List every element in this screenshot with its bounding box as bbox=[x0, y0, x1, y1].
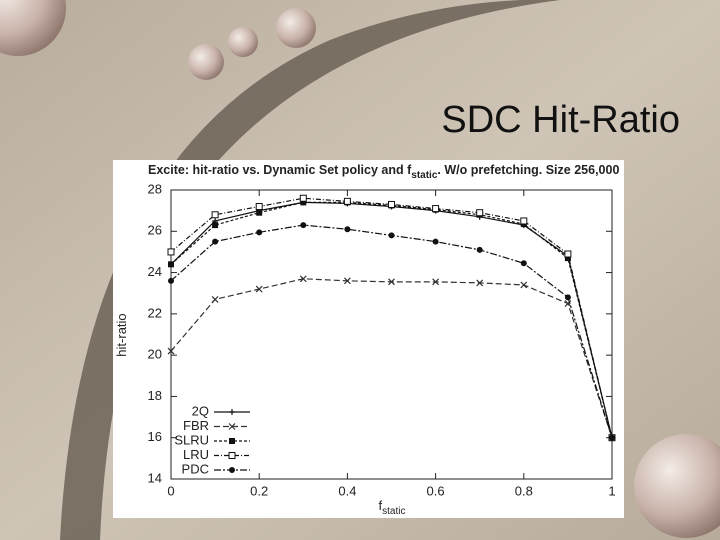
marker bbox=[476, 246, 483, 253]
y-tick-label: 26 bbox=[148, 223, 162, 238]
marker bbox=[299, 194, 307, 202]
chart-title-part: . W/o prefetching. Size 256,000 bbox=[437, 163, 619, 177]
marker bbox=[432, 278, 440, 286]
x-tick-label: 0.2 bbox=[250, 483, 268, 498]
slide-title: SDC Hit-Ratio bbox=[441, 99, 680, 141]
plot-frame bbox=[170, 189, 613, 480]
decorative-ball bbox=[0, 0, 66, 56]
marker bbox=[300, 222, 307, 229]
marker bbox=[343, 277, 351, 285]
series-line bbox=[170, 197, 613, 438]
marker bbox=[211, 295, 219, 303]
marker bbox=[300, 199, 307, 206]
marker bbox=[520, 281, 528, 289]
marker bbox=[520, 260, 527, 267]
legend-label: PDC bbox=[182, 461, 209, 476]
marker bbox=[299, 275, 307, 283]
marker bbox=[256, 209, 263, 216]
legend-marker bbox=[228, 452, 236, 459]
series-line bbox=[170, 201, 613, 438]
y-tick-label: 14 bbox=[148, 470, 162, 485]
marker bbox=[388, 200, 395, 208]
x-tick-label: 1 bbox=[608, 483, 615, 498]
marker bbox=[255, 203, 263, 211]
y-tick-label: 20 bbox=[148, 347, 162, 362]
legend-marker bbox=[229, 438, 235, 444]
legend-label: LRU bbox=[183, 447, 209, 462]
marker bbox=[167, 347, 175, 355]
marker bbox=[168, 277, 174, 284]
marker bbox=[564, 294, 571, 301]
x-tick-label: 0.8 bbox=[515, 483, 533, 498]
legend-marker bbox=[229, 409, 235, 415]
y-tick-label: 18 bbox=[148, 388, 162, 403]
marker bbox=[212, 222, 219, 229]
chart-panel bbox=[113, 160, 624, 518]
y-tick-label: 24 bbox=[148, 264, 162, 279]
legend-label: SLRU bbox=[174, 432, 209, 447]
marker bbox=[212, 238, 219, 245]
decorative-ball bbox=[188, 44, 224, 80]
marker bbox=[564, 250, 572, 258]
legend-label: 2Q bbox=[192, 403, 209, 418]
x-axis-label: fstatic bbox=[379, 498, 406, 517]
chart-title-part: Excite: hit-ratio vs. Dynamic Set policy… bbox=[148, 163, 412, 177]
marker bbox=[432, 205, 440, 213]
y-tick-label: 28 bbox=[148, 181, 162, 196]
marker bbox=[388, 232, 395, 239]
x-axis-label-part: f bbox=[379, 498, 383, 513]
marker bbox=[476, 279, 484, 287]
marker bbox=[211, 211, 219, 219]
marker bbox=[564, 255, 571, 262]
marker bbox=[564, 300, 572, 307]
chart-title: Excite: hit-ratio vs. Dynamic Set policy… bbox=[148, 163, 619, 180]
x-tick-label: 0 bbox=[167, 483, 174, 498]
decorative-ball bbox=[634, 434, 720, 538]
marker bbox=[168, 261, 174, 268]
marker bbox=[255, 285, 263, 293]
decorative-ball bbox=[228, 27, 258, 57]
legend-marker bbox=[229, 467, 235, 473]
marker bbox=[476, 209, 484, 217]
decorative-ball bbox=[276, 8, 316, 48]
y-tick-label: 16 bbox=[148, 429, 162, 444]
y-axis-label: hit-ratio bbox=[114, 313, 129, 356]
marker bbox=[256, 229, 263, 236]
marker bbox=[167, 248, 175, 256]
x-axis-label-part: static bbox=[382, 506, 405, 517]
x-tick-label: 0.4 bbox=[338, 483, 356, 498]
marker bbox=[432, 238, 439, 245]
x-tick-label: 0.6 bbox=[427, 483, 445, 498]
legend-marker bbox=[228, 423, 236, 430]
marker bbox=[388, 278, 395, 286]
legend-label: FBR bbox=[183, 418, 209, 433]
chart-title-part: static bbox=[411, 170, 438, 181]
marker bbox=[609, 434, 615, 441]
y-tick-label: 22 bbox=[148, 305, 162, 320]
marker bbox=[343, 197, 351, 205]
marker bbox=[344, 226, 351, 233]
marker bbox=[520, 217, 528, 225]
